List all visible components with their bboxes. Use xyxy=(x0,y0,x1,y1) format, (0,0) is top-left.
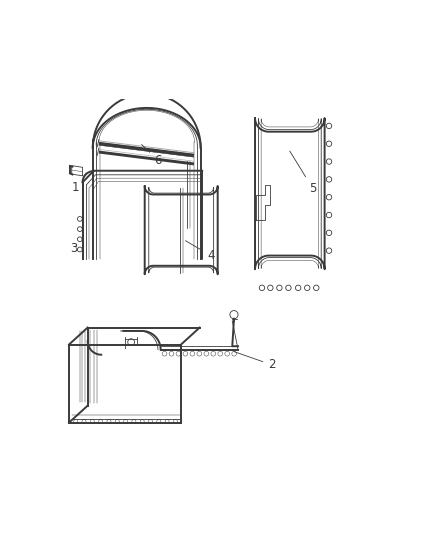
Text: 5: 5 xyxy=(290,151,316,195)
Text: 6: 6 xyxy=(141,144,162,167)
Text: 1: 1 xyxy=(71,173,86,193)
Text: 3: 3 xyxy=(70,237,84,255)
Text: 2: 2 xyxy=(234,352,276,372)
Text: 4: 4 xyxy=(185,241,215,262)
